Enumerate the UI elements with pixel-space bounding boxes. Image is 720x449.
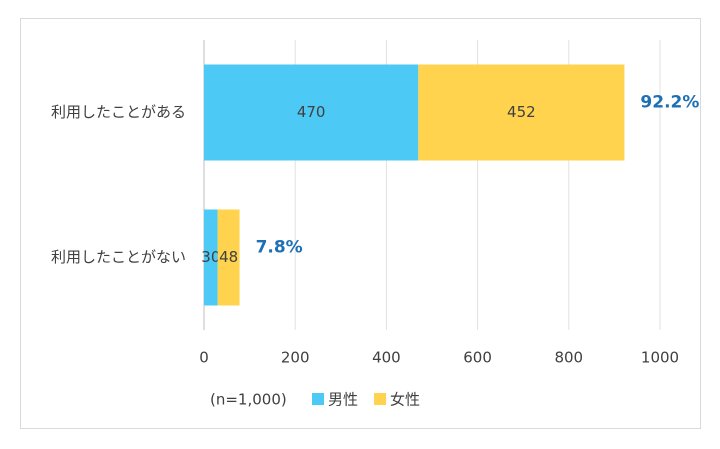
data-label: 452 [507, 103, 536, 121]
legend-label: 男性 [328, 391, 358, 409]
annotation: 7.8% [256, 238, 303, 258]
data-label: 48 [219, 248, 238, 266]
bar [204, 209, 218, 306]
legend-label: 女性 [390, 391, 420, 409]
bar [418, 64, 625, 161]
x-tick-label: 400 [372, 349, 401, 367]
note: (n=1,000) [210, 391, 287, 409]
x-tick-label: 200 [281, 349, 310, 367]
y-tick-label: 利用したことがない [51, 248, 186, 266]
legend-swatch [312, 393, 324, 405]
data-label: 30 [201, 248, 220, 266]
x-tick-label: 600 [463, 349, 492, 367]
x-tick-label: 1000 [641, 349, 679, 367]
y-tick-label: 利用したことがある [51, 103, 186, 121]
bar [204, 64, 419, 161]
x-tick-label: 800 [554, 349, 583, 367]
annotation: 92.2% [640, 93, 699, 113]
legend-swatch [374, 393, 387, 405]
data-label: 470 [297, 103, 326, 121]
bar [217, 209, 240, 306]
x-tick-label: 0 [199, 349, 209, 367]
